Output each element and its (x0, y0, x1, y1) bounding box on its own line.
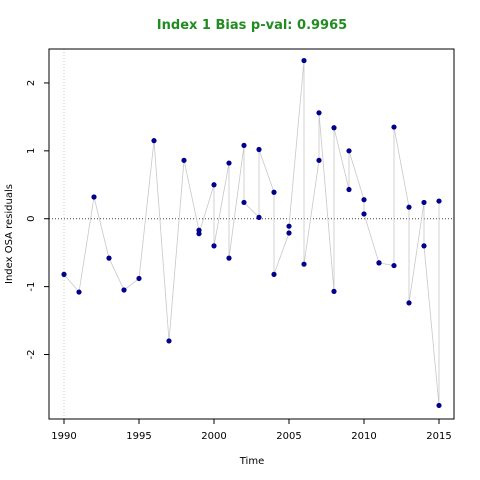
x-tick-label: 2010 (351, 431, 376, 442)
x-tick-label: 2000 (201, 431, 226, 442)
x-tick-label: 1995 (126, 431, 151, 442)
data-point (211, 182, 217, 188)
y-axis-label: Index OSA residuals (4, 184, 15, 284)
data-point (331, 125, 337, 131)
data-point (136, 275, 142, 282)
data-point (76, 289, 82, 295)
y-tick-label: -1 (26, 282, 37, 292)
data-point (241, 142, 247, 149)
data-point (61, 271, 67, 277)
data-point (316, 157, 322, 163)
data-point (196, 231, 202, 237)
data-point (166, 338, 172, 344)
data-point (361, 211, 367, 217)
y-tick-label: 0 (26, 216, 37, 222)
data-point (211, 243, 217, 249)
data-point (106, 255, 112, 261)
data-point (436, 402, 442, 409)
data-point (346, 186, 352, 193)
data-point (331, 288, 337, 294)
data-point (391, 262, 397, 269)
data-point (391, 124, 397, 130)
data-point (271, 271, 277, 277)
data-point (226, 160, 232, 166)
y-tick-label: 1 (26, 148, 37, 154)
data-point (91, 194, 97, 200)
data-point (406, 204, 412, 210)
plot-frame (48, 48, 455, 420)
data-point (361, 197, 367, 203)
data-point (181, 157, 187, 163)
plot-area (49, 49, 454, 419)
axes: 1990 1995 2000 2005 2010 2015 -2 -1 0 1 2 (26, 80, 452, 442)
data-point (376, 260, 382, 266)
x-axis-label: Time (239, 456, 264, 467)
x-tick-label: 2015 (426, 431, 451, 442)
x-tick-label: 2005 (276, 431, 301, 442)
data-point (286, 223, 292, 229)
data-point (301, 57, 307, 64)
data-point (256, 146, 262, 153)
data-point (286, 230, 292, 236)
data-point (226, 255, 232, 261)
data-point (256, 214, 262, 220)
chart-title: Index 1 Bias p-val: 0.9965 (157, 18, 347, 33)
data-point (241, 199, 247, 206)
data-point (316, 110, 322, 116)
data-point (436, 198, 442, 204)
y-tick-label: 2 (26, 80, 37, 86)
data-point (346, 148, 352, 154)
data-point (406, 300, 412, 306)
series-connector-line (63, 60, 440, 406)
data-point (421, 199, 427, 206)
data-point (121, 287, 127, 293)
data-point (421, 243, 427, 249)
x-tick-label: 1990 (51, 431, 76, 442)
data-point (301, 261, 307, 267)
y-tick-label: -2 (26, 350, 37, 360)
data-point (151, 138, 157, 144)
data-point (271, 189, 277, 195)
